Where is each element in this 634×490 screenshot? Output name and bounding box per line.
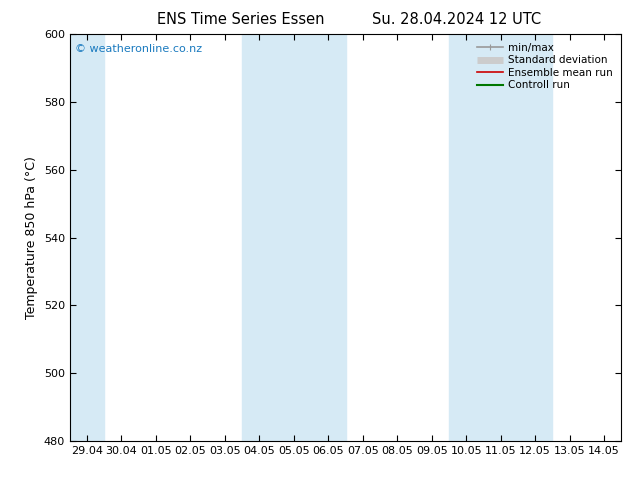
Bar — [449, 34, 552, 441]
Text: Su. 28.04.2024 12 UTC: Su. 28.04.2024 12 UTC — [372, 12, 541, 27]
Legend: min/max, Standard deviation, Ensemble mean run, Controll run: min/max, Standard deviation, Ensemble me… — [474, 40, 616, 94]
Text: ENS Time Series Essen: ENS Time Series Essen — [157, 12, 325, 27]
Bar — [242, 34, 346, 441]
Bar — [70, 34, 104, 441]
Text: © weatheronline.co.nz: © weatheronline.co.nz — [75, 45, 202, 54]
Y-axis label: Temperature 850 hPa (°C): Temperature 850 hPa (°C) — [25, 156, 38, 319]
